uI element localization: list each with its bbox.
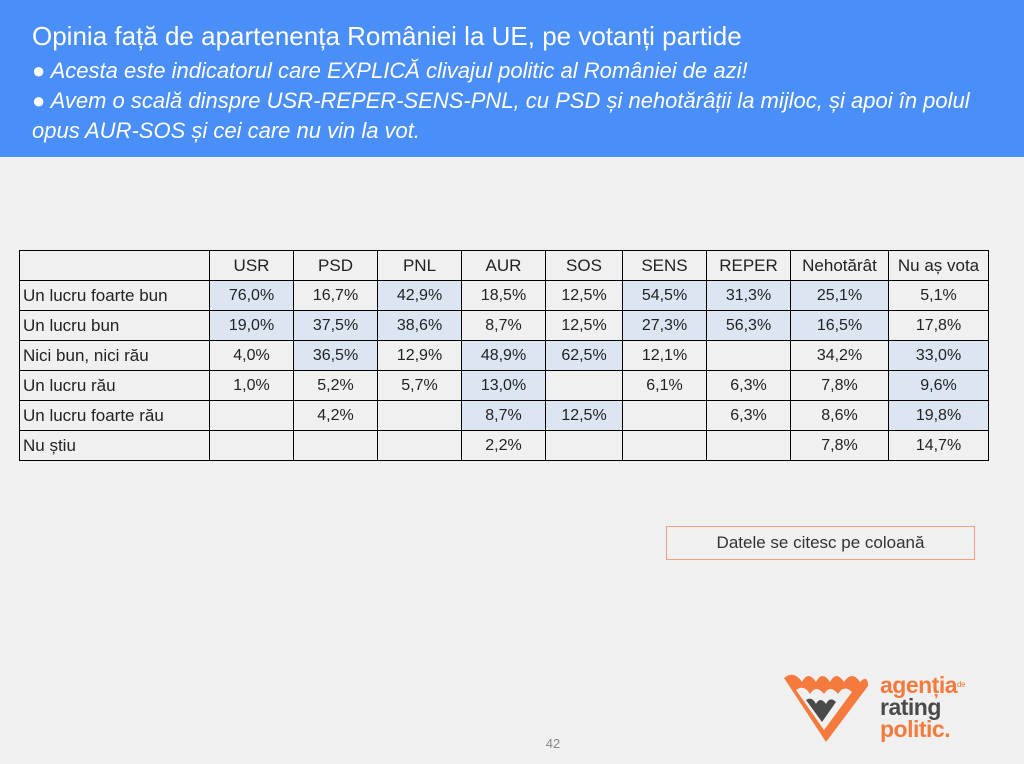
table-row: Un lucru foarte rău 4,2% 8,7% 12,5% 6,3% 8,6%…: [19, 400, 989, 431]
column-header: SENS: [622, 250, 707, 281]
bullet-item: ● Avem o scală dinspre USR-REPER-SENS-PN…: [32, 88, 970, 143]
data-cell: [706, 340, 791, 371]
data-cell: 6,3%: [706, 400, 791, 431]
column-header: AUR: [461, 250, 546, 281]
data-cell: 12,5%: [545, 310, 623, 341]
data-cell: 16,7%: [293, 280, 378, 311]
data-cell: 42,9%: [377, 280, 462, 311]
data-cell: 4,0%: [209, 340, 294, 371]
data-cell: [622, 430, 707, 461]
table-row: Un lucru rău 1,0% 5,2% 5,7% 13,0% 6,1% 6,3% 7,8…: [19, 370, 989, 401]
data-cell: 1,0%: [209, 370, 294, 401]
table-corner-cell: [19, 250, 210, 281]
data-cell: [706, 430, 791, 461]
data-table: USR PSD PNL AUR SOS SENS REPER Nehotărât Nu aș v…: [19, 250, 989, 461]
data-cell: 36,5%: [293, 340, 378, 371]
data-cell: 56,3%: [706, 310, 791, 341]
table-header-row: USR PSD PNL AUR SOS SENS REPER Nehotărât Nu aș v…: [19, 250, 989, 281]
row-label: Un lucru foarte rău: [19, 400, 210, 431]
data-cell: 62,5%: [545, 340, 623, 371]
data-cell: 6,1%: [622, 370, 707, 401]
data-cell: 8,6%: [790, 400, 889, 431]
data-cell: 16,5%: [790, 310, 889, 341]
data-cell: 38,6%: [377, 310, 462, 341]
data-cell: 33,0%: [888, 340, 989, 371]
slide-title: Opinia față de apartenența României la U…: [32, 21, 742, 51]
data-cell: 76,0%: [209, 280, 294, 311]
table-row: Nici bun, nici rău 4,0% 36,5% 12,9% 48,9% 62,…: [19, 340, 989, 371]
row-label: Un lucru rău: [19, 370, 210, 401]
table-row: Nu știu 2,2% 7,8% 14,7%: [19, 430, 989, 461]
header-banner: Opinia față de apartenența României la U…: [0, 0, 1024, 157]
row-label: Nu știu: [19, 430, 210, 461]
data-cell: 2,2%: [461, 430, 546, 461]
logo-word-rating: rating: [880, 694, 941, 720]
data-cell: [377, 430, 462, 461]
bullet-item: ● Acesta este indicatorul care EXPLICĂ c…: [32, 58, 748, 83]
row-label: Un lucru bun: [19, 310, 210, 341]
data-cell: [545, 430, 623, 461]
column-header: Nu aș vota: [888, 250, 989, 281]
data-cell: 8,7%: [461, 310, 546, 341]
data-cell: 13,0%: [461, 370, 546, 401]
column-header: SOS: [545, 250, 623, 281]
data-cell: 5,1%: [888, 280, 989, 311]
data-cell: 8,7%: [461, 400, 546, 431]
data-cell: 7,8%: [790, 430, 889, 461]
data-cell: 19,8%: [888, 400, 989, 431]
data-cell: 18,5%: [461, 280, 546, 311]
data-cell: 48,9%: [461, 340, 546, 371]
data-cell: 25,1%: [790, 280, 889, 311]
page-number: 42: [545, 736, 561, 751]
data-cell: 9,6%: [888, 370, 989, 401]
data-cell: [209, 430, 294, 461]
data-cell: [209, 400, 294, 431]
data-cell: 17,8%: [888, 310, 989, 341]
data-cell: 37,5%: [293, 310, 378, 341]
logo-word-agentia: agențiade: [880, 672, 965, 698]
data-cell: 34,2%: [790, 340, 889, 371]
data-cell: 5,7%: [377, 370, 462, 401]
data-cell: [293, 430, 378, 461]
table-row: Un lucru bun 19,0% 37,5% 38,6% 8,7% 12,5% 27,3…: [19, 310, 989, 341]
logo-word-politic: politic.: [880, 716, 951, 742]
data-cell: 27,3%: [622, 310, 707, 341]
column-header: USR: [209, 250, 294, 281]
logo-mark-icon: [784, 674, 868, 742]
data-cell: 12,1%: [622, 340, 707, 371]
data-cell: 19,0%: [209, 310, 294, 341]
note-box: Datele se citesc pe coloană: [666, 526, 975, 560]
agency-logo: agențiade rating politic.: [780, 668, 1010, 748]
column-header: PNL: [377, 250, 462, 281]
data-cell: 5,2%: [293, 370, 378, 401]
bullet-list: ● Acesta este indicatorul care EXPLICĂ c…: [32, 56, 992, 146]
data-cell: [377, 400, 462, 431]
data-cell: 7,8%: [790, 370, 889, 401]
data-cell: 12,5%: [545, 400, 623, 431]
data-cell: 6,3%: [706, 370, 791, 401]
column-header: Nehotărât: [790, 250, 889, 281]
data-cell: 12,9%: [377, 340, 462, 371]
column-header: REPER: [706, 250, 791, 281]
data-cell: [622, 400, 707, 431]
data-cell: 12,5%: [545, 280, 623, 311]
data-cell: 4,2%: [293, 400, 378, 431]
row-label: Un lucru foarte bun: [19, 280, 210, 311]
data-cell: 31,3%: [706, 280, 791, 311]
column-header: PSD: [293, 250, 378, 281]
table-row: Un lucru foarte bun 76,0% 16,7% 42,9% 18,5% 1…: [19, 280, 989, 311]
data-cell: 14,7%: [888, 430, 989, 461]
data-cell: 54,5%: [622, 280, 707, 311]
data-cell: [545, 370, 623, 401]
row-label: Nici bun, nici rău: [19, 340, 210, 371]
